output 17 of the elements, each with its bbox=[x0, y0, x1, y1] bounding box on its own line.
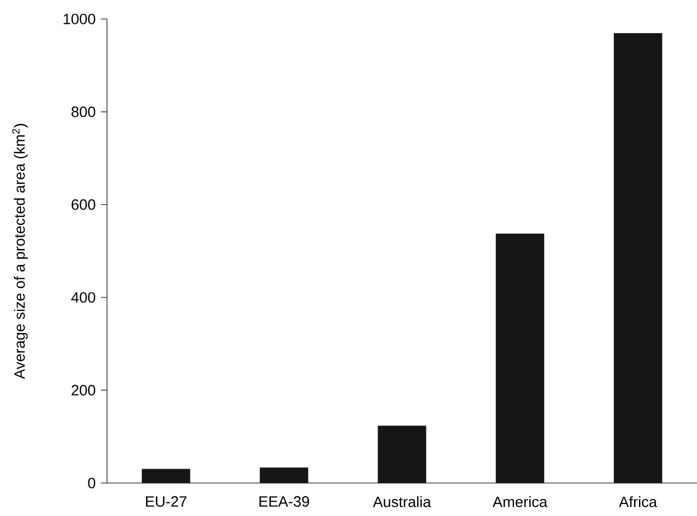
bar bbox=[378, 426, 426, 484]
x-tick-label: Africa bbox=[618, 496, 658, 508]
y-tick-label: 800 bbox=[72, 106, 96, 118]
x-tick-label: EEA-39 bbox=[259, 496, 310, 507]
y-tick-label: 1000 bbox=[64, 14, 96, 24]
bar bbox=[260, 467, 308, 484]
bar bbox=[496, 234, 544, 484]
y-tick-label: 200 bbox=[72, 384, 96, 396]
bar bbox=[142, 468, 190, 484]
bar bbox=[614, 33, 662, 484]
y-tick-label: 0 bbox=[88, 478, 96, 488]
y-tick-label: 600 bbox=[72, 199, 96, 210]
y-axis-title: Average size of a protected area (km$^{2}$) bbox=[12, 124, 28, 379]
x-tick-label: Australia bbox=[372, 496, 432, 508]
y-tick-label: 400 bbox=[71, 292, 96, 303]
x-tick-label: EU-27 bbox=[146, 496, 186, 507]
x-tick-label: America bbox=[492, 496, 548, 508]
